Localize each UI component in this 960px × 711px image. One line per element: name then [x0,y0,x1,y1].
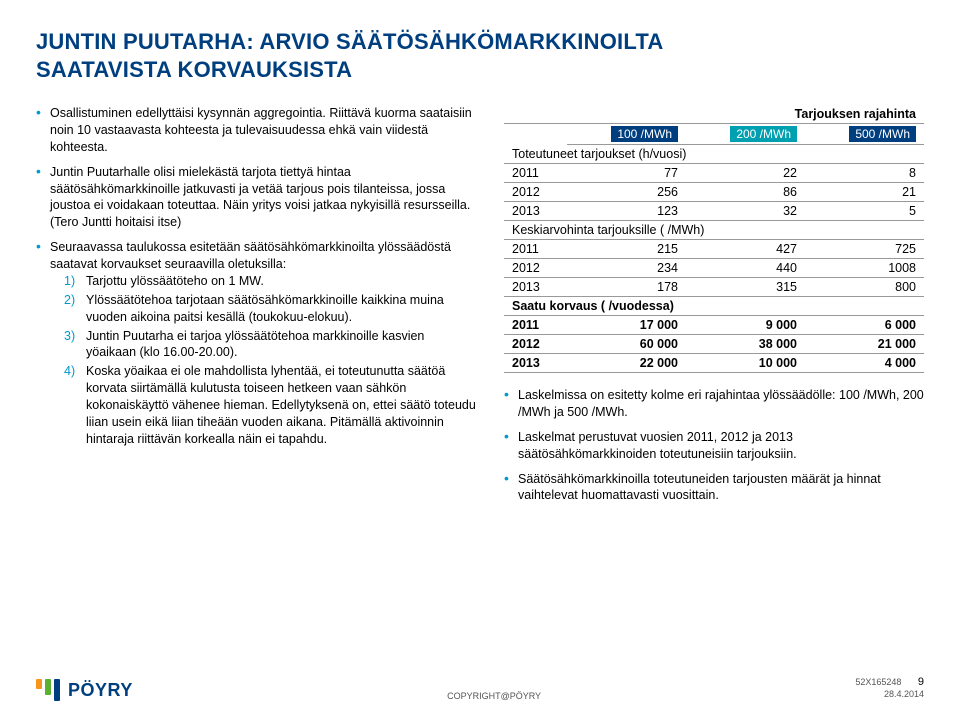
table-row: 2013123325 [504,202,924,221]
logo-bar [54,679,60,701]
doc-number: 52X165248 [855,677,901,687]
list-item: 2) Ylössäätötehoa tarjotaan säätösähkömar… [64,292,476,326]
table-row: 201322 00010 0004 000 [504,354,924,373]
table-row: 2011215427725 [504,240,924,259]
left-column: Osallistuminen edellyttäisi kysynnän agg… [36,105,476,512]
bullet-item: Säätösähkömarkkinoilla toteutuneiden tar… [504,471,924,505]
list-item: 1) Tarjottu ylössäätöteho on 1 MW. [64,273,476,290]
section-label: Keskiarvohinta tarjouksille ( /MWh) [504,221,924,240]
price-col-header: 200 /MWh [686,124,805,145]
list-num: 2) [64,292,75,309]
bullet-item: Osallistuminen edellyttäisi kysynnän agg… [36,105,476,156]
bullet-item: Juntin Puutarhalle olisi mielekästä tarj… [36,164,476,232]
poyry-logo: PÖYRY [36,679,133,701]
table-row: 2013178315800 [504,278,924,297]
table-row: 20122568621 [504,183,924,202]
bullet-item: Laskelmat perustuvat vuosien 2011, 2012 … [504,429,924,463]
footer: PÖYRY COPYRIGHT@PÖYRY 52X165248 9 28.4.2… [0,675,960,701]
table-row: 201117 0009 0006 000 [504,316,924,335]
numbered-list: 1) Tarjottu ylössäätöteho on 1 MW. 2) Ylös… [50,273,476,448]
title-line-1: JUNTIN PUUTARHA: ARVIO SÄÄTÖSÄHKÖMARKKIN… [36,29,663,54]
list-text: Juntin Puutarha ei tarjoa ylössäätötehoa… [86,329,424,360]
footer-meta: 52X165248 9 28.4.2014 [855,675,924,701]
title-line-2: SAATAVISTA KORVAUKSISTA [36,57,352,82]
list-text: Tarjottu ylössäätöteho on 1 MW. [86,274,264,288]
copyright-text: COPYRIGHT@PÖYRY [133,691,855,701]
table-row: 20122344401008 [504,259,924,278]
table-row: 201260 00038 00021 000 [504,335,924,354]
price-col-header: 500 /MWh [805,124,924,145]
list-text: Ylössäätötehoa tarjotaan säätösähkömarkk… [86,293,444,324]
list-num: 1) [64,273,75,290]
page-number: 9 [918,676,924,688]
bullet-text: Seuraavassa taulukossa esitetään säätösä… [50,240,451,271]
section-label: Toteutuneet tarjoukset (h/vuosi) [504,145,924,164]
bullet-item: Seuraavassa taulukossa esitetään säätösä… [36,239,476,448]
left-bullet-list: Osallistuminen edellyttäisi kysynnän agg… [36,105,476,448]
logo-bars-icon [36,679,60,701]
page-title: JUNTIN PUUTARHA: ARVIO SÄÄTÖSÄHKÖMARKKIN… [36,28,924,83]
list-num: 4) [64,363,75,380]
logo-bar [36,679,42,689]
list-text: Koska yöaikaa ei ole mahdollista lyhentä… [86,364,476,446]
bullet-item: Laskelmissa on esitetty kolme eri rajahi… [504,387,924,421]
right-column: Tarjouksen rajahinta 100 /MWh 200 /MWh 5… [504,105,924,512]
table-super-header: Tarjouksen rajahinta [567,105,924,124]
list-num: 3) [64,328,75,345]
pricing-table: Tarjouksen rajahinta 100 /MWh 200 /MWh 5… [504,105,924,373]
list-item: 4) Koska yöaikaa ei ole mahdollista lyhen… [64,363,476,447]
section-label: Saatu korvaus ( /vuodessa) [504,297,924,316]
right-bullet-list: Laskelmissa on esitetty kolme eri rajahi… [504,387,924,504]
list-item: 3) Juntin Puutarha ei tarjoa ylössäätöteh… [64,328,476,362]
logo-text: PÖYRY [68,680,133,701]
price-col-header: 100 /MWh [567,124,686,145]
logo-bar [45,679,51,695]
doc-date: 28.4.2014 [884,689,924,699]
table-row: 201177228 [504,164,924,183]
